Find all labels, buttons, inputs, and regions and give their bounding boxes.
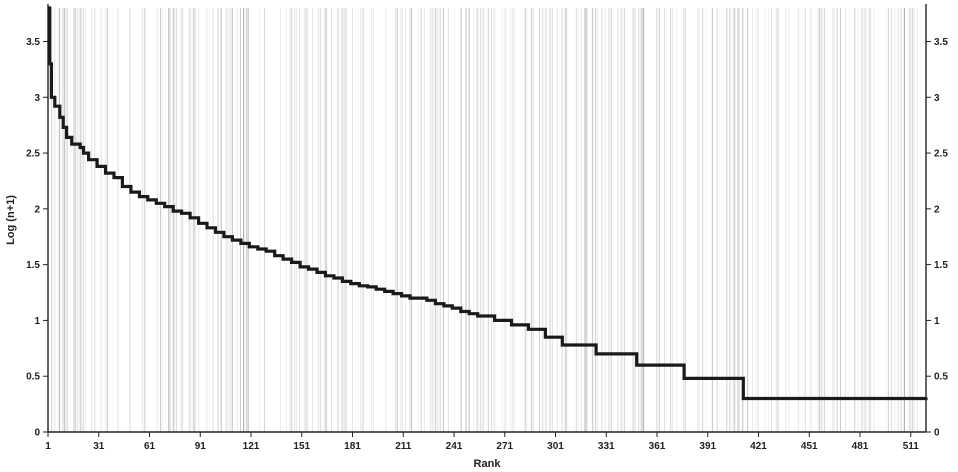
x-tick-label: 211: [395, 441, 412, 452]
y-tick-label-right: 1.5: [934, 260, 948, 271]
x-tick-label: 61: [144, 441, 156, 452]
x-tick-label: 391: [699, 441, 716, 452]
y-tick-label-left: 1.5: [26, 260, 40, 271]
y-tick-label-left: 3: [34, 93, 40, 104]
x-tick-label: 121: [243, 441, 260, 452]
y-tick-label-right: 0: [934, 428, 940, 439]
x-axis-ticks: 1 31 61 91 121 151 181 211 241 271 301 331 361 391 421…: [45, 432, 919, 452]
x-tick-label: 181: [344, 441, 361, 452]
y-tick-label-left: 0: [34, 428, 40, 439]
y-tick-label-right: 0.5: [934, 372, 948, 383]
x-tick-label: 451: [801, 441, 818, 452]
x-axis-title: Rank: [474, 458, 502, 470]
y-tick-label-right: 2: [934, 204, 940, 215]
x-tick-label: 31: [93, 441, 105, 452]
x-tick-label: 1: [45, 441, 51, 452]
y-tick-label-left: 2: [34, 204, 40, 215]
x-tick-label: 331: [598, 441, 615, 452]
x-tick-label: 91: [195, 441, 207, 452]
x-tick-label: 481: [852, 441, 869, 452]
x-tick-label: 361: [649, 441, 666, 452]
x-tick-label: 421: [750, 441, 767, 452]
y-tick-label-left: 0.5: [26, 372, 40, 383]
x-tick-label: 151: [293, 441, 310, 452]
y-tick-label-right: 2.5: [934, 149, 948, 160]
y-tick-label-right: 3.5: [934, 37, 948, 48]
series-line: [48, 6, 928, 401]
background-vertical-lines: [50, 8, 921, 432]
x-tick-label: 511: [903, 441, 920, 452]
y-axis-title: Log (n+1): [5, 195, 17, 245]
y-tick-label-left: 3.5: [26, 37, 40, 48]
y-tick-label-right: 3: [934, 93, 940, 104]
y-axis-right-ticks: 0 0.5 1 1.5 2 2.5 3 3.5: [926, 37, 948, 439]
x-tick-label: 241: [446, 441, 463, 452]
x-tick-label: 271: [496, 441, 513, 452]
y-tick-label-right: 1: [934, 316, 940, 327]
x-tick-label: 301: [547, 441, 564, 452]
y-axis-left-ticks: 0 0.5 1 1.5 2 2.5 3 3.5: [26, 37, 48, 439]
y-tick-label-left: 2.5: [26, 149, 40, 160]
axes: [47, 4, 927, 433]
y-tick-label-left: 1: [34, 316, 40, 327]
